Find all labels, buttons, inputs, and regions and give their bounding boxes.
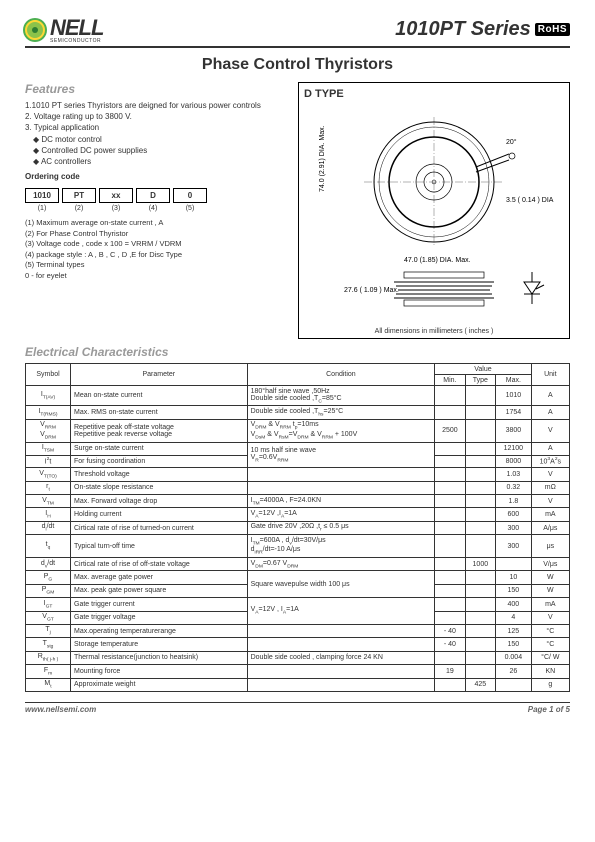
table-row: tqTypical turn-off timeITM=600A , dv/dt=… [26,535,570,558]
series-title: 1010PT Series RoHS [395,18,570,41]
table-row: IT(AV)Mean on-state current180°half sine… [26,386,570,406]
th-symbol: Symbol [26,364,71,386]
table-row: IGTGate trigger currentVA=12V , IA=1A400… [26,598,570,611]
feature-item: 1.1010 PT series Thyristors are deigned … [25,100,288,111]
thyristor-symbol [524,272,544,304]
company-sub: SEMICONDUCTOR [50,38,103,44]
logo-block: NELL SEMICONDUCTOR [25,15,103,44]
feature-bullet: ◆ Controlled DC power supplies [33,145,288,156]
th-param: Parameter [71,364,248,386]
table-row: Rth( j-h )Thermal resistance(junction to… [26,651,570,664]
svg-text:27.6 ( 1.09 ) Max.: 27.6 ( 1.09 ) Max. [344,287,399,294]
table-row: FmMounting force1926KN [26,665,570,678]
ordering-label: Ordering code [25,171,288,182]
table-row: ITSMSurge on-state current10 ms half sin… [26,442,570,455]
diagram-box: D TYPE 20° 74.0 (2.91) DIA. Max. [298,82,570,339]
order-labels: (1) (2) (3) (4) (5) [25,205,288,212]
page-header: NELL SEMICONDUCTOR 1010PT Series RoHS [25,15,570,48]
feature-item: 2. Voltage rating up to 3800 V. [25,111,288,122]
svg-text:20°: 20° [506,138,517,146]
ordering-boxes: 1010 PT xx D 0 [25,188,288,203]
th-min: Min. [435,375,465,386]
order-box: PT [62,188,96,203]
order-box: D [136,188,170,203]
company-logo [25,20,45,40]
elec-header: Electrical Characteristics [25,345,570,359]
features-list: 1.1010 PT series Thyristors are deigned … [25,100,288,182]
svg-text:3.5 ( 0.14 ) DIA.: 3.5 ( 0.14 ) DIA. [506,197,554,204]
th-typ: Type [465,375,495,386]
table-row: PGMax. average gate powerSquare wavepuls… [26,571,570,584]
table-row: TjMax.operating temperaturerange- 40125°… [26,624,570,637]
table-row: rtOn-state slope resistance0.32mΩ [26,481,570,494]
package-diagram: 20° 74.0 (2.91) DIA. Max. 3.5 ( 0.14 ) D… [304,102,554,317]
table-row: IT(RMS)Max. RMS on-state currentDouble s… [26,406,570,419]
table-row: dv/dtCirtical rate of rise of off-state … [26,558,570,571]
table-row: TstgStorage temperature- 40150°C [26,638,570,651]
footer-url: www.nellsemi.com [25,705,96,714]
series-text: 1010PT Series [395,18,531,41]
footer-pagenum: Page 1 of 5 [528,705,570,714]
table-row: di/dtCirtical rate of rise of turned-on … [26,521,570,534]
elec-table: Symbol Parameter Condition Value Unit Mi… [25,363,570,692]
table-row: MtApproximate weight425g [26,678,570,691]
th-unit: Unit [531,364,569,386]
table-row: VT(TO)Threshold voltage1.03V [26,468,570,481]
order-box: 0 [173,188,207,203]
features-header: Features [25,82,288,96]
rohs-badge: RoHS [535,23,570,36]
order-box: xx [99,188,133,203]
table-row: VRRMVDRMRepetitive peak off-state voltag… [26,419,570,442]
page-subtitle: Phase Control Thyristors [25,56,570,74]
diagram-title: D TYPE [304,88,564,100]
diagram-note: All dimensions in millimeters ( inches ) [299,328,569,335]
order-notes: (1) Maximum average on-state current , A… [25,218,288,281]
feature-bullet: ◆ DC motor control [33,134,288,145]
page-footer: www.nellsemi.com Page 1 of 5 [25,702,570,714]
order-box: 1010 [25,188,59,203]
feature-item: 3. Typical application [25,122,288,133]
th-value: Value [435,364,531,375]
table-row: VTMMax. Forward voltage dropITM=4000A , … [26,495,570,508]
feature-bullet: ◆ AC controllers [33,156,288,167]
th-max: Max. [496,375,532,386]
th-cond: Condition [247,364,435,386]
svg-text:47.0 (1.85) DIA. Max.: 47.0 (1.85) DIA. Max. [404,257,471,264]
table-row: IHHolding currentVA=12V ,IA=1A600mA [26,508,570,521]
svg-text:74.0 (2.91) DIA. Max.: 74.0 (2.91) DIA. Max. [319,125,326,192]
